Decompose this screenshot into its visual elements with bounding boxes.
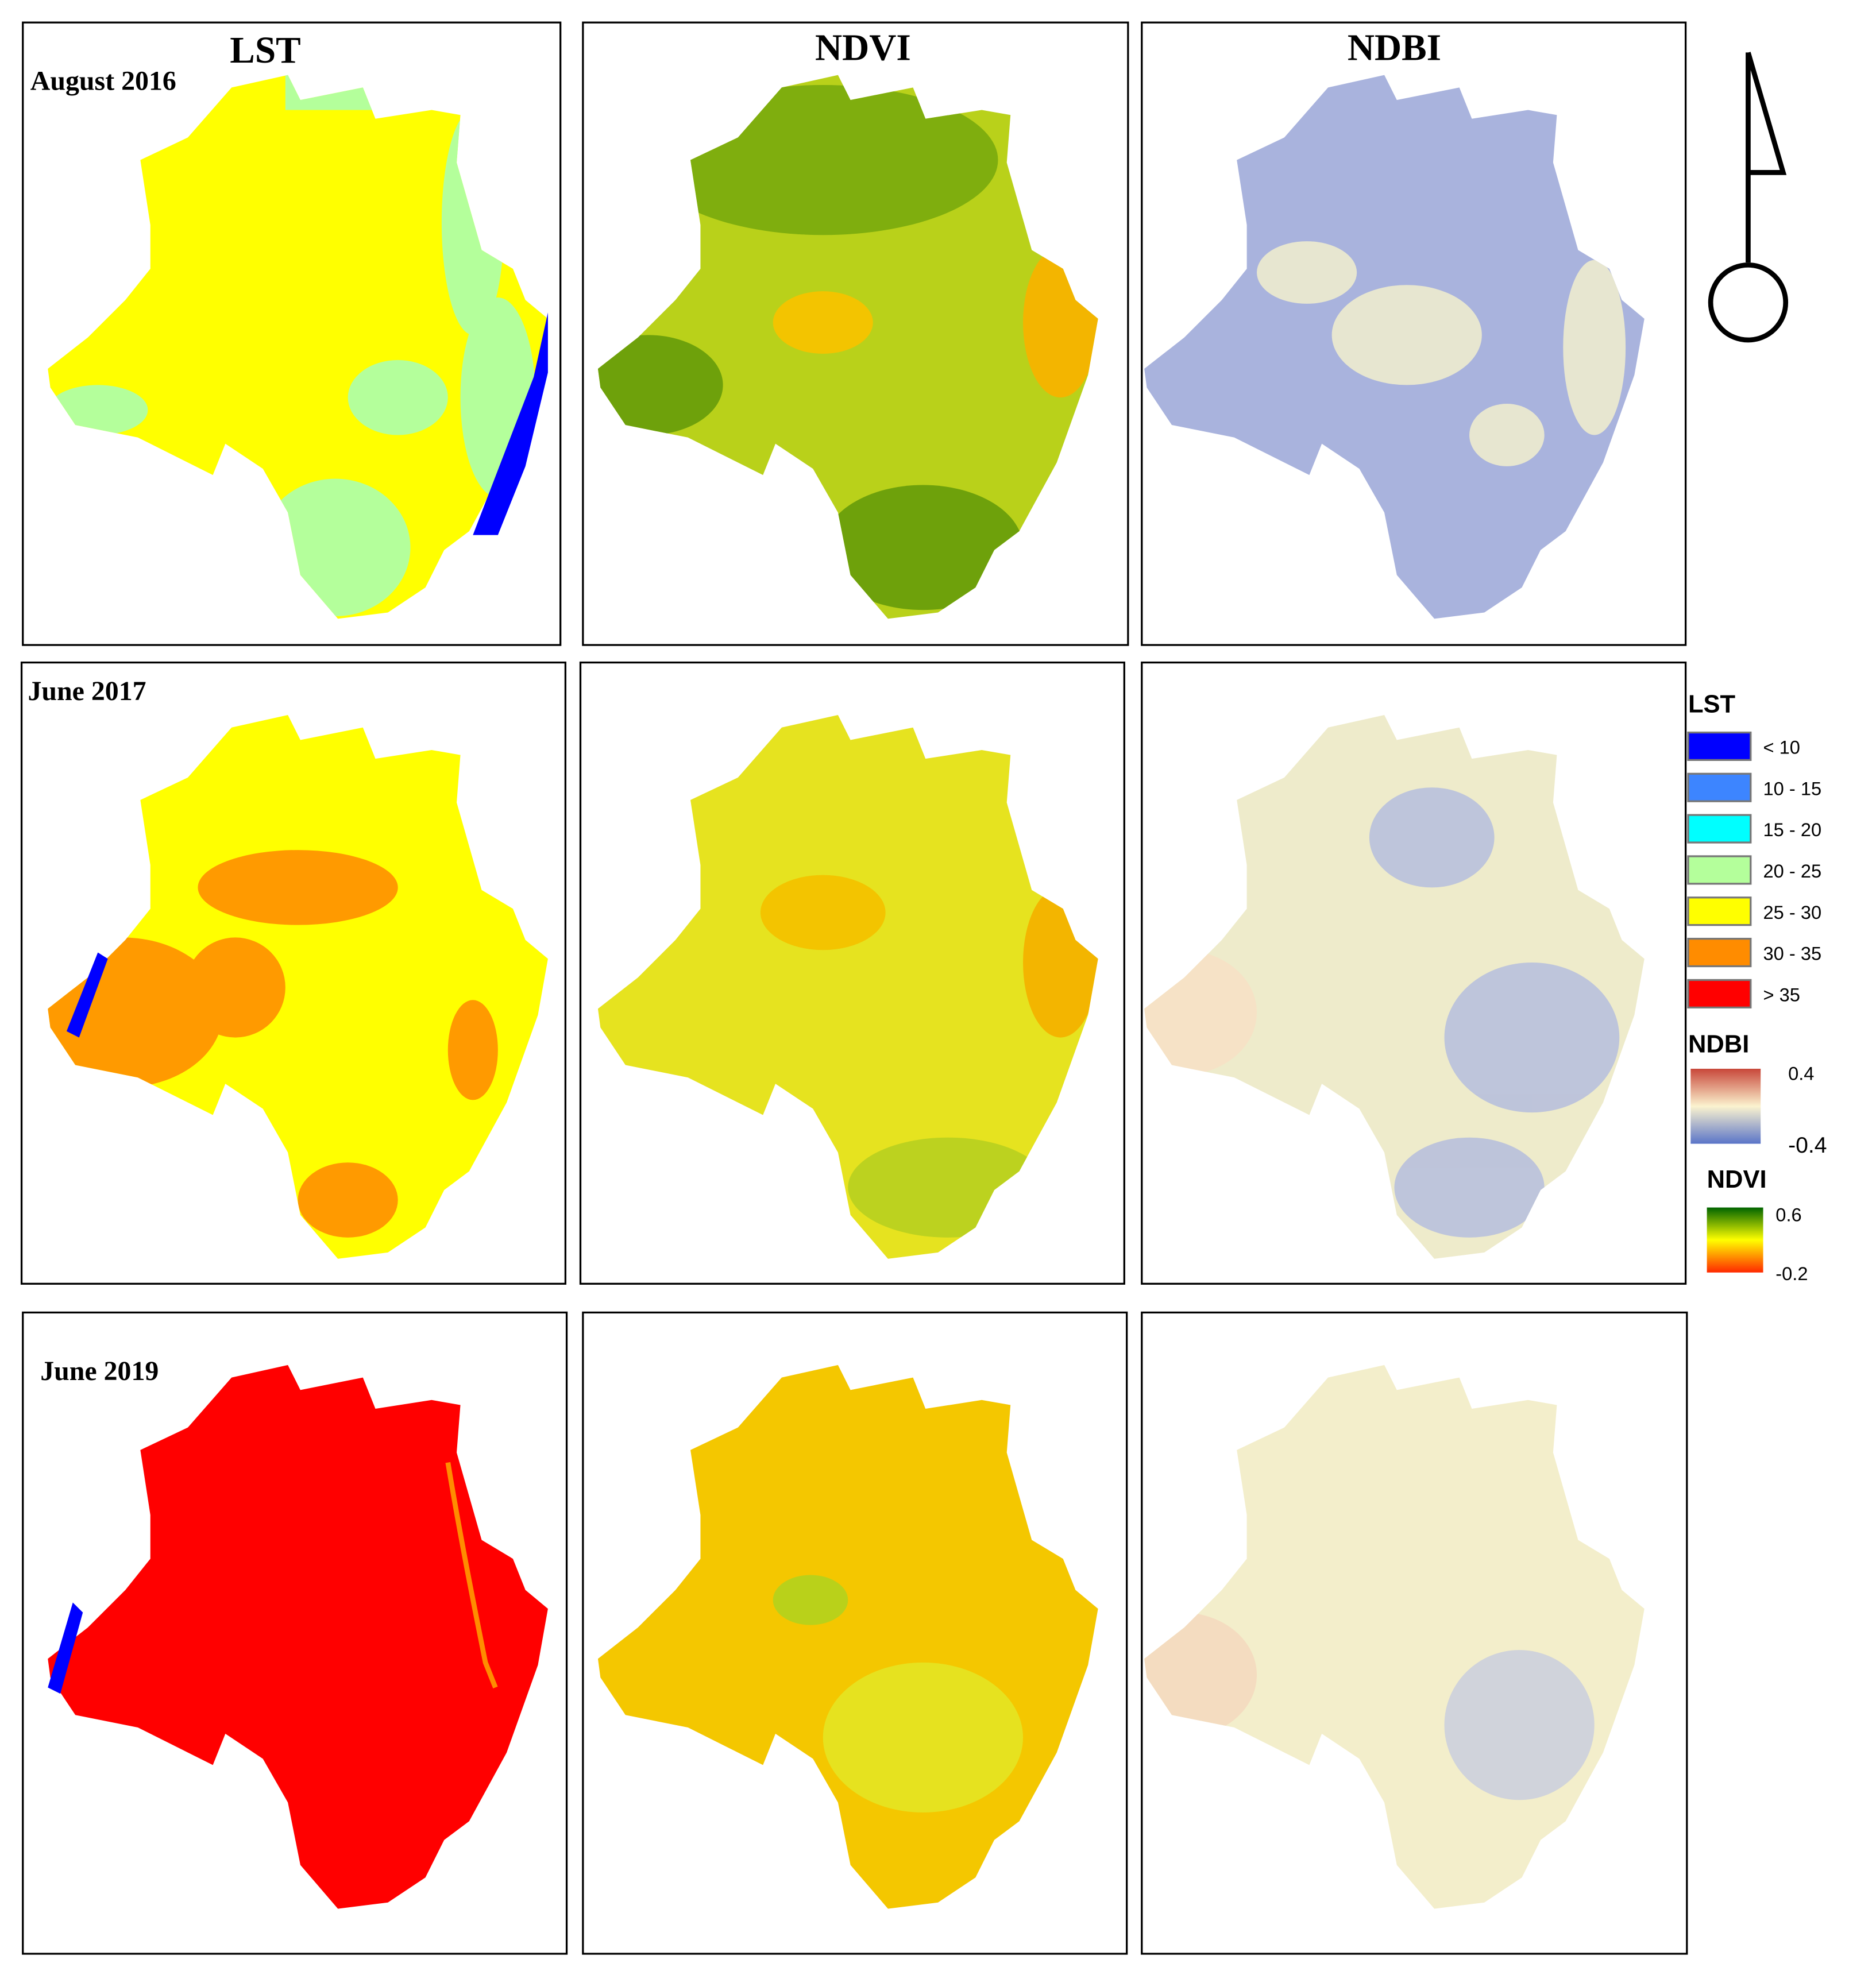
column-header: LST: [230, 30, 300, 71]
legend-label: 30 - 35: [1763, 943, 1822, 964]
ndbi-ramp: [1690, 1068, 1761, 1144]
legend-swatch: [1687, 814, 1752, 844]
legend-label: 10 - 15: [1763, 778, 1822, 799]
column-header: NDVI: [815, 27, 911, 68]
map-ndvi-2019: [597, 1365, 1098, 1909]
map-lst-2016: [48, 75, 548, 619]
legend-swatch: [1687, 937, 1752, 968]
legend-label: 20 - 25: [1763, 860, 1822, 882]
legend-min: -0.2: [1775, 1263, 1808, 1284]
row-label: June 2019: [40, 1356, 159, 1386]
legend: LST NDBI 0.4 -0.4 NDVI 0.6 -0.2 < 10 10 -…: [1687, 691, 1827, 1284]
ndvi-ramp: [1707, 1207, 1763, 1273]
legend-max: 0.4: [1788, 1063, 1814, 1084]
legend-title: LST: [1688, 691, 1736, 718]
map-lst-2017: [48, 715, 548, 1259]
legend-label: < 10: [1763, 736, 1800, 757]
map-ndbi-2016: [1144, 75, 1645, 619]
row-label: August 2016: [30, 66, 176, 96]
legend-swatch: [1687, 855, 1752, 885]
legend-swatch: [1687, 896, 1752, 926]
panel-frames: [20, 21, 1688, 1955]
legend-max: 0.6: [1775, 1204, 1801, 1226]
row-label: June 2017: [28, 676, 146, 706]
map-lst-2019: [48, 1365, 548, 1909]
legend-label: 25 - 30: [1763, 902, 1822, 923]
map-ndvi-2016: [597, 75, 1098, 619]
legend-min: -0.4: [1788, 1133, 1827, 1158]
map-ndbi-2019: [1144, 1365, 1645, 1909]
legend-title: NDBI: [1688, 1031, 1749, 1058]
legend-swatch: [1687, 731, 1752, 761]
column-header: NDBI: [1348, 27, 1441, 68]
legend-swatch: [1687, 979, 1752, 1008]
legend-label: > 35: [1763, 984, 1800, 1005]
map-ndvi-2017: [597, 715, 1098, 1259]
map-ndbi-2017: [1144, 715, 1645, 1259]
legend-title: NDVI: [1707, 1166, 1767, 1193]
north-arrow: [1708, 52, 1789, 343]
legend-swatch: [1687, 772, 1752, 802]
legend-label: 15 - 20: [1763, 819, 1822, 840]
